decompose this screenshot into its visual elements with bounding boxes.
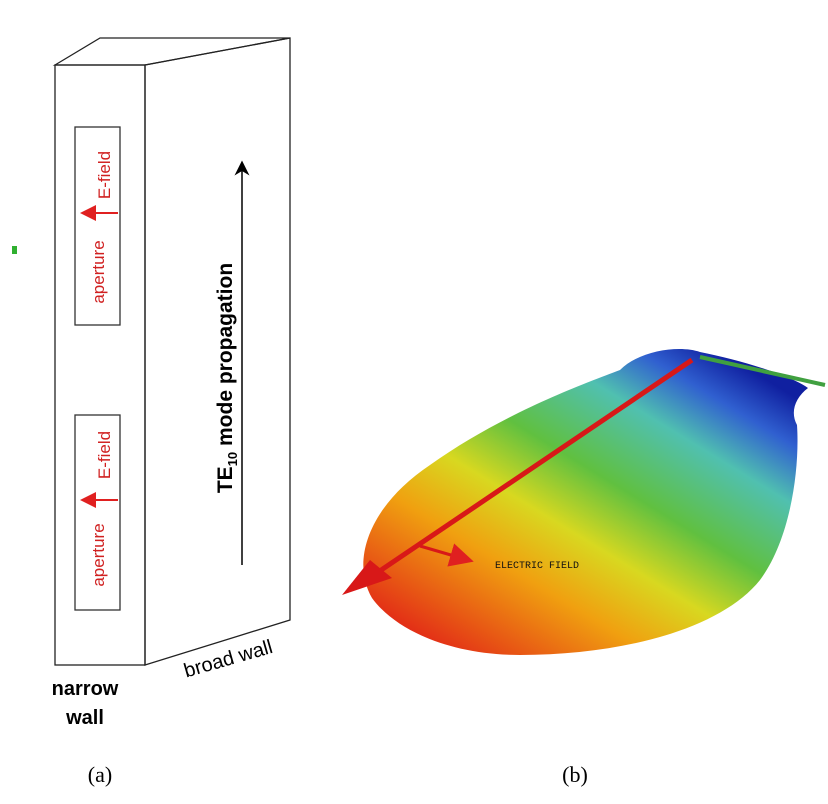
broad-wall-label: broad wall: [181, 636, 275, 682]
e-field-label: E-field: [95, 151, 114, 199]
electric-field-label: ELECTRIC FIELD: [495, 561, 579, 572]
aperture-labels: E-field aperture E-field aperture: [80, 151, 118, 587]
main-axis-head: [342, 560, 392, 595]
aperture-box: [74, 126, 121, 326]
caption: (b): [562, 762, 588, 787]
waveguide: [52, 37, 291, 666]
field-arrow: [419, 543, 474, 567]
top-face: [52, 37, 291, 66]
mode-subscript: 10: [225, 452, 240, 466]
radiation-lobe: [363, 349, 808, 655]
aperture-box: [74, 414, 121, 611]
mode-te: TE: [214, 466, 237, 493]
aperture-label: aperture: [89, 240, 108, 303]
caption: (a): [88, 762, 112, 787]
e-field-label: E-field: [95, 431, 114, 479]
mode-label: TE10 mode propagation: [214, 263, 240, 493]
mode-rest: mode propagation: [214, 263, 237, 452]
main-axis: [360, 357, 694, 586]
green-mark: [12, 246, 17, 254]
front-face: [54, 64, 146, 666]
aperture-label: aperture: [89, 523, 108, 586]
narrow-wall-label: wall: [65, 707, 104, 729]
narrow-wall-label: narrow: [52, 678, 119, 700]
green-axis: [699, 355, 826, 387]
